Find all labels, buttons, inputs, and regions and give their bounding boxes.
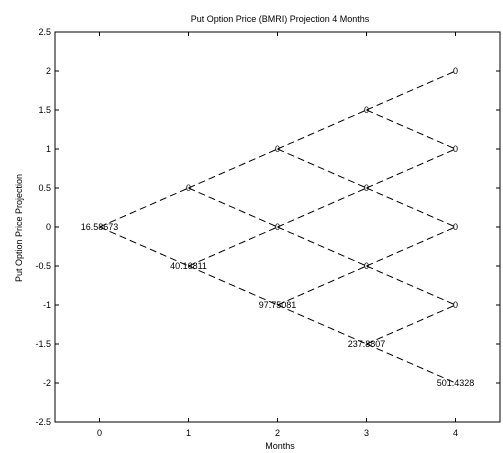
tree-edge — [99, 187, 189, 228]
x-tick-label: 2 — [275, 428, 280, 438]
tree-edges — [99, 70, 456, 384]
axes: 0 1 2 3 4 -2.5 -2 -1.5 -1 -0.5 0 0.5 1 1.5 2 2.5 — [35, 27, 501, 438]
tree-edge — [277, 226, 367, 267]
x-tick-label: 1 — [186, 428, 191, 438]
tree-edge — [277, 265, 367, 306]
tree-edge — [366, 70, 456, 111]
y-tick-label: -1.5 — [35, 339, 51, 349]
y-tick-label: 1 — [46, 144, 51, 154]
node-value-label: 16.58673 — [81, 222, 119, 232]
node-value-label: 237.8807 — [348, 339, 386, 349]
y-tick-label: -1 — [43, 300, 51, 310]
tree-edge — [366, 304, 456, 345]
tree-edge — [366, 226, 456, 267]
x-axis-title: Months — [265, 441, 295, 451]
node-value-label: 0 — [453, 222, 458, 232]
node-value-label: 40.16811 — [170, 261, 207, 271]
tree-edge — [99, 226, 189, 267]
tree-edge — [188, 226, 278, 267]
chart-title: Put Option Price (BMRI) Projection 4 Mon… — [191, 14, 370, 24]
node-value-label: 0 — [364, 183, 369, 193]
tree-edge — [366, 265, 456, 306]
tree-edge — [188, 148, 278, 189]
node-value-label: 0 — [453, 300, 458, 310]
tree-edge — [366, 109, 456, 150]
y-tick-label: -2.5 — [35, 417, 51, 427]
tree-edge — [277, 187, 367, 228]
y-tick-label: 1.5 — [38, 105, 51, 115]
y-tick-label: -2 — [43, 378, 51, 388]
node-value-label: 0 — [453, 66, 458, 76]
node-value-label: 0 — [275, 144, 280, 154]
x-tick-label: 4 — [453, 428, 458, 438]
x-tick-label: 0 — [97, 428, 102, 438]
tree-edge — [366, 148, 456, 189]
tree-edge — [277, 304, 367, 345]
node-value-label: 0 — [275, 222, 280, 232]
tree-edge — [366, 187, 456, 228]
y-tick-label: 2 — [46, 66, 51, 76]
node-value-label: 0 — [186, 183, 191, 193]
tree-edge — [188, 265, 278, 306]
tree-edge — [366, 343, 456, 384]
y-tick-label: 0.5 — [38, 183, 51, 193]
node-value-label: 97.75081 — [259, 300, 297, 310]
node-value-label: 0 — [364, 105, 369, 115]
y-tick-label: 2.5 — [38, 27, 51, 37]
y-tick-label: -0.5 — [35, 261, 51, 271]
node-value-label: 501.4328 — [437, 378, 475, 388]
x-tick-label: 3 — [364, 428, 369, 438]
tree-edge — [277, 109, 367, 150]
y-axis-title: Put Option Price Projection — [14, 174, 24, 282]
node-value-label: 0 — [453, 144, 458, 154]
y-tick-label: 0 — [46, 222, 51, 232]
node-labels: 16.58673 0 40.16811 0 0 97.75081 0 0 0 237.8807 0 0… — [81, 66, 475, 388]
tree-edge — [277, 148, 367, 189]
tree-edge — [188, 187, 278, 228]
node-value-label: 0 — [364, 261, 369, 271]
